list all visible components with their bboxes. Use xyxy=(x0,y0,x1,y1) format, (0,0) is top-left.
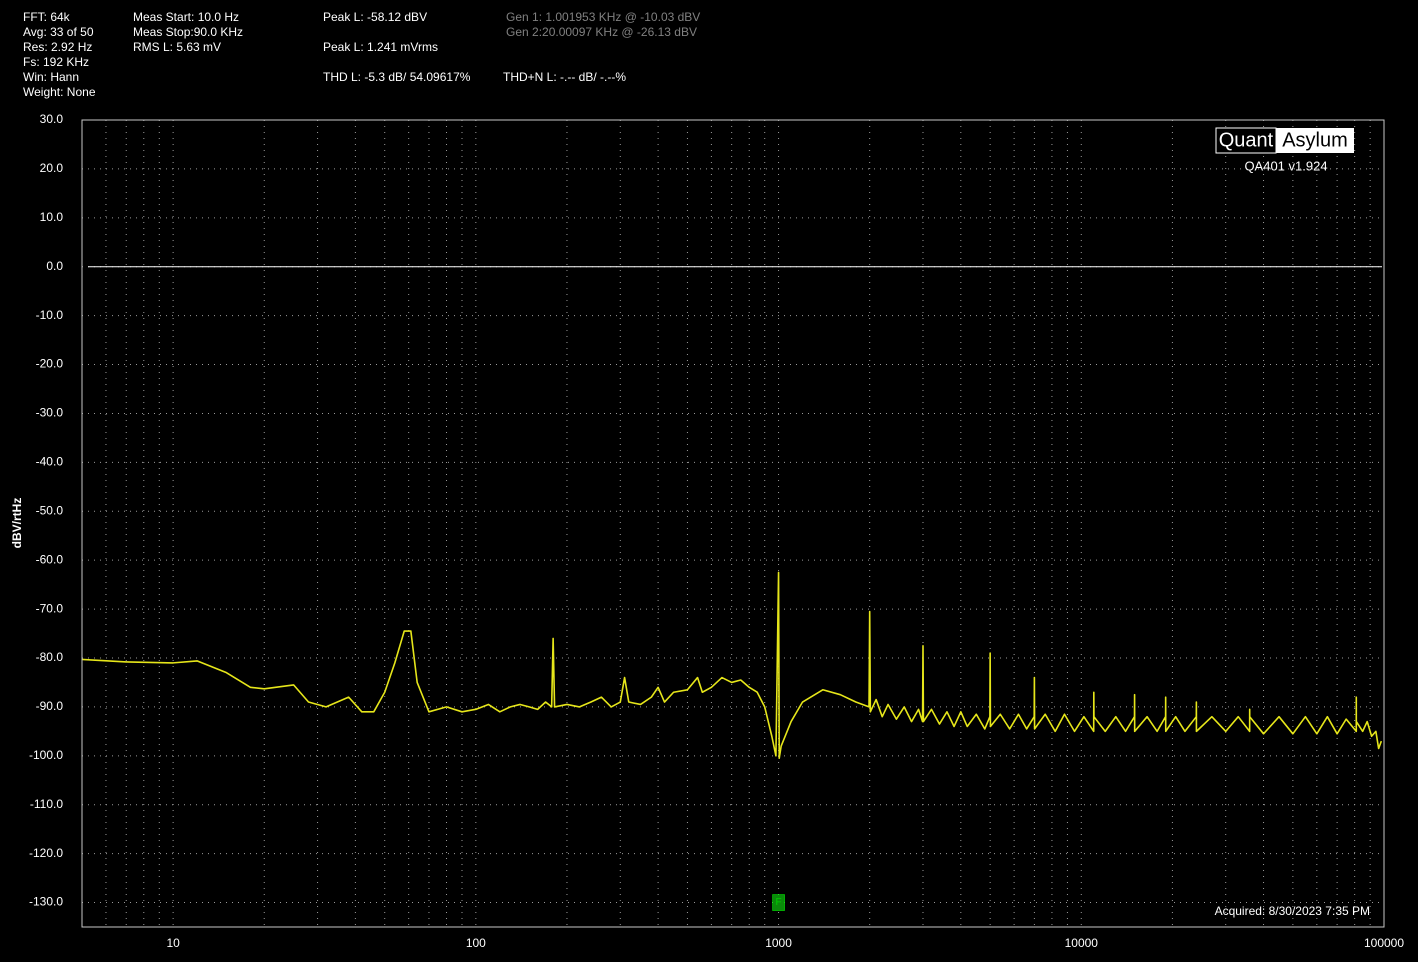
y-tick-label: -40.0 xyxy=(36,455,64,469)
y-tick-label: -10.0 xyxy=(36,308,64,322)
thdn-readout: THD+N L: -.-- dB/ -.--% xyxy=(503,70,626,84)
y-axis-label: dBV/rtHz xyxy=(10,498,24,549)
y-tick-label: -100.0 xyxy=(29,748,63,762)
y-tick-label: -80.0 xyxy=(36,650,64,664)
y-tick-label: -60.0 xyxy=(36,552,64,566)
readout: RMS L: 5.63 mV xyxy=(133,40,221,54)
readout: Peak L: 1.241 mVrms xyxy=(323,40,438,54)
readout: Meas Start: 10.0 Hz xyxy=(133,10,239,24)
readout: Win: Hann xyxy=(23,70,79,84)
readout: Fs: 192 KHz xyxy=(23,55,89,69)
readout: Weight: None xyxy=(23,85,96,99)
generator-readout: Gen 2:20.00097 KHz @ -26.13 dBV xyxy=(506,25,697,39)
y-tick-label: -30.0 xyxy=(36,406,64,420)
marker-label: F xyxy=(776,897,782,908)
x-tick-label: 10 xyxy=(166,936,180,950)
y-tick-label: -20.0 xyxy=(36,357,64,371)
plot-frame xyxy=(81,119,1385,928)
readout: Res: 2.92 Hz xyxy=(23,40,92,54)
y-tick-label: -110.0 xyxy=(30,797,63,811)
x-tick-label: 100 xyxy=(466,936,486,950)
y-tick-label: 0.0 xyxy=(46,259,63,273)
acquired: Acquired: 8/30/2023 7:35 PM xyxy=(1215,904,1370,918)
marker-box xyxy=(772,894,785,911)
x-tick-label: 100000 xyxy=(1364,936,1404,950)
x-tick-label: 10000 xyxy=(1065,936,1099,950)
readout: Avg: 33 of 50 xyxy=(23,25,94,39)
readout: Meas Stop:90.0 KHz xyxy=(133,25,243,39)
thd-readout: THD L: -5.3 dB/ 54.09617% xyxy=(323,70,471,84)
logo-asylum: Asylum xyxy=(1282,129,1348,151)
logo-quant: Quant xyxy=(1219,129,1274,151)
y-tick-label: -50.0 xyxy=(36,503,64,517)
readout: FFT: 64k xyxy=(23,10,71,24)
y-tick-label: 10.0 xyxy=(40,210,64,224)
logo-right-box xyxy=(1276,128,1354,153)
y-tick-label: -130.0 xyxy=(29,895,63,909)
readout: Peak L: -58.12 dBV xyxy=(323,10,427,24)
plot-layer xyxy=(81,119,1385,927)
spectrum-trace xyxy=(81,571,1383,760)
generator-readout: Gen 1: 1.001953 KHz @ -10.03 dBV xyxy=(506,10,700,24)
y-tick-label: -120.0 xyxy=(29,846,63,860)
y-tick-label: 30.0 xyxy=(40,112,64,126)
y-tick-label: -90.0 xyxy=(36,699,64,713)
version: QA401 v1.924 xyxy=(1244,158,1327,173)
x-tick-label: 1000 xyxy=(765,936,792,950)
y-tick-label: 20.0 xyxy=(40,161,64,175)
y-tick-label: -70.0 xyxy=(36,601,64,615)
